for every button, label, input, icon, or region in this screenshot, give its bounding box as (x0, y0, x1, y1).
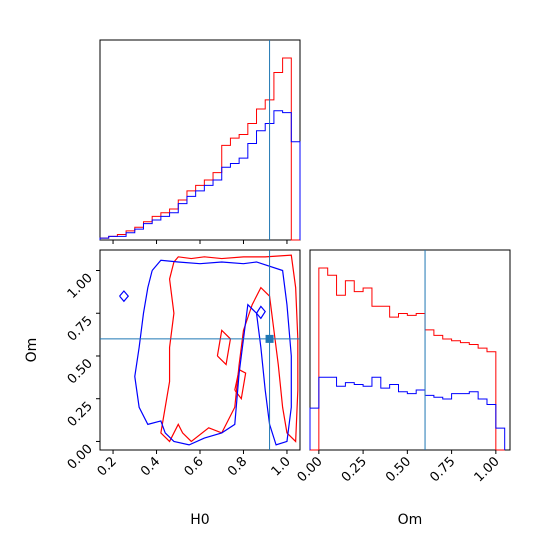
joint-ytick-label: 1.00 (65, 271, 96, 302)
om-marginal-xtick-label: 1.00 (472, 454, 503, 485)
om-histogram-blue (309, 376, 506, 450)
om-marginal-xtick-label: 0.00 (295, 454, 326, 485)
om-marginal-frame (309, 249, 511, 451)
joint-xtick-label: 0.2 (95, 454, 120, 479)
joint-xtick-label: 0.8 (225, 454, 250, 479)
joint-ytick-label: 0.50 (65, 356, 96, 387)
om-marginal-xtick-label: 0.50 (383, 454, 414, 485)
h0-histogram-red (99, 57, 300, 241)
joint-ytick-label: 0.00 (65, 442, 96, 473)
contour-group (100, 250, 300, 450)
om-histograms (309, 250, 506, 451)
x-axis-label-om: Om (398, 512, 423, 528)
contour-red-0 (160, 254, 299, 443)
h0-histograms (99, 40, 301, 241)
h0-om-contours (100, 250, 300, 450)
joint-ytick-label: 0.25 (65, 399, 96, 430)
joint-truth-marker (265, 334, 274, 343)
om-marginal-xtick-label: 0.75 (427, 454, 458, 485)
contour-blue-5 (256, 305, 266, 320)
h0-histogram-blue (99, 110, 301, 240)
om-histogram-red (310, 267, 505, 451)
x-axis-label-h0: H0 (190, 512, 209, 528)
contour-red-2 (234, 368, 247, 401)
joint-xtick-label: 1.0 (269, 454, 294, 479)
joint-xtick-label: 0.4 (138, 454, 163, 479)
om-marginal-xtick-label: 0.25 (339, 454, 370, 485)
y-axis-label-om: Om (24, 338, 40, 363)
contour-blue-3 (134, 259, 292, 446)
joint-xtick-label: 0.6 (182, 454, 207, 479)
contour-blue-4 (119, 290, 130, 303)
contour-red-1 (216, 329, 232, 366)
joint-ytick-label: 0.75 (65, 313, 96, 344)
